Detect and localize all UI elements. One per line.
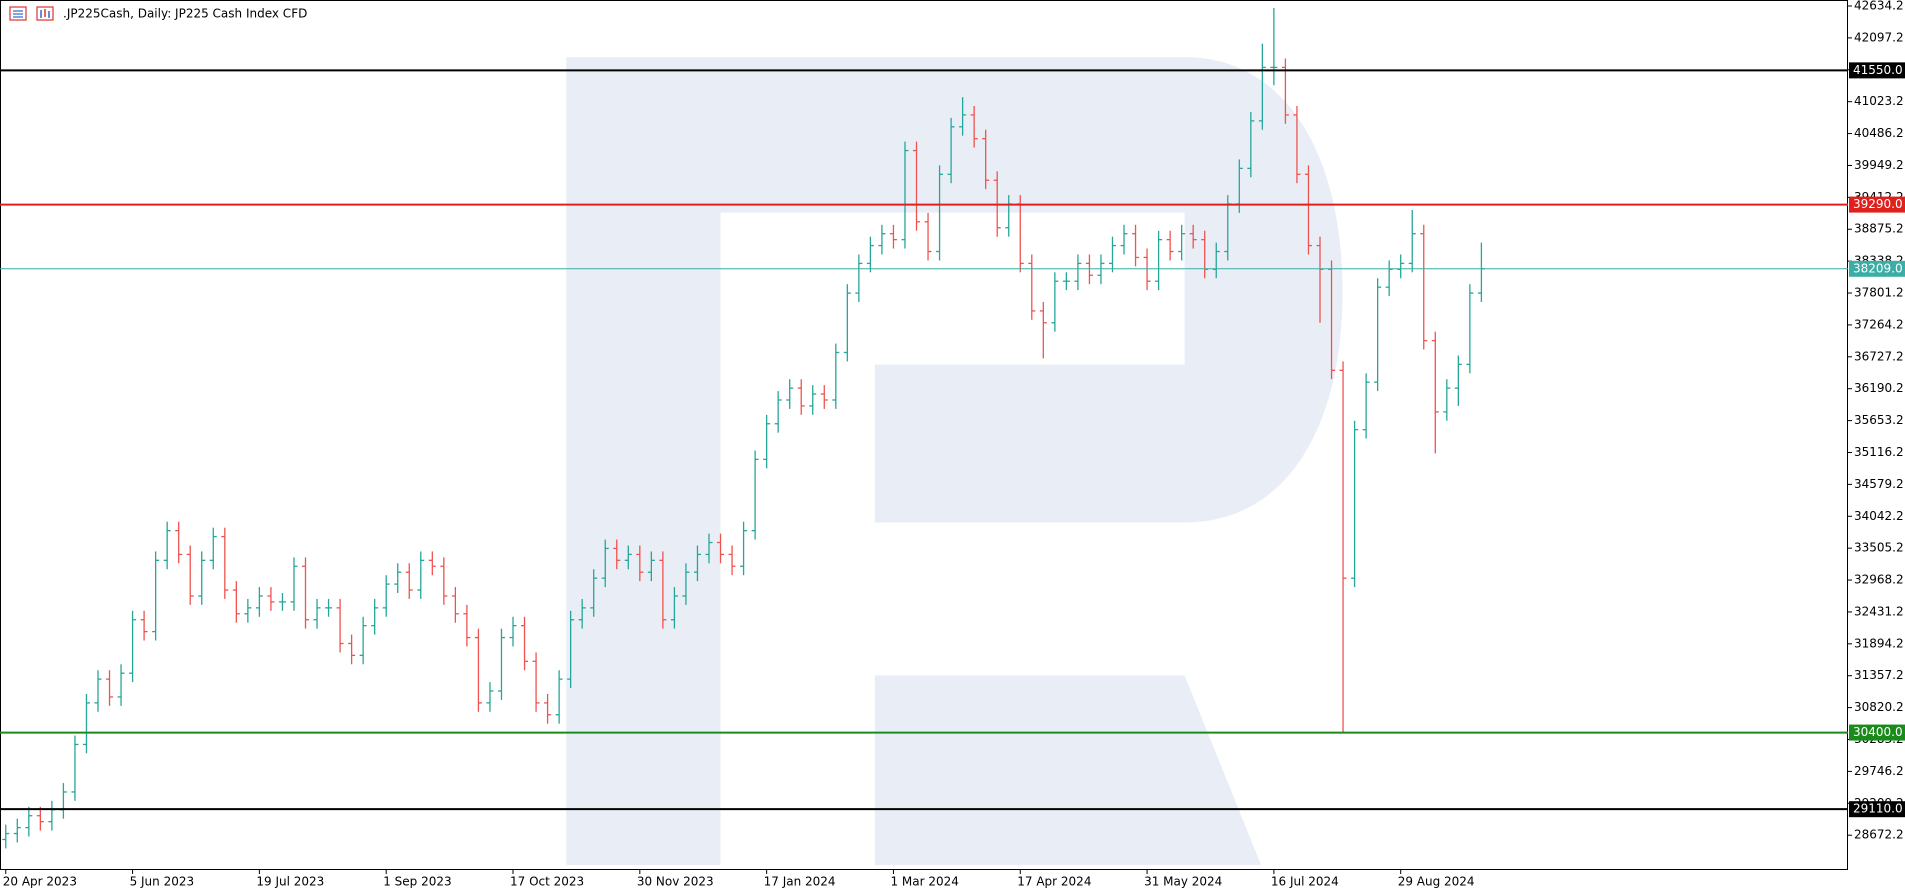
level-label-bg [1849, 196, 1905, 213]
title-icons [9, 6, 54, 21]
y-tick-label: 37801.2 [1854, 286, 1904, 300]
y-tick-label: 34579.2 [1854, 477, 1904, 491]
y-tick-label: 33505.2 [1854, 541, 1904, 555]
x-tick-label: 1 Sep 2023 [383, 875, 451, 889]
x-tick-label: 19 Jul 2023 [256, 875, 324, 889]
x-tick-label: 30 Nov 2023 [637, 875, 714, 889]
y-tick-label: 36727.2 [1854, 349, 1904, 363]
y-tick-label: 37264.2 [1854, 317, 1904, 331]
x-tick-label: 16 Jul 2024 [1271, 875, 1339, 889]
plot-frame [0, 0, 1848, 870]
level-label: 41550.0 [1853, 63, 1903, 77]
y-tick-label: 38875.2 [1854, 222, 1904, 236]
x-tick-label: 17 Jan 2024 [764, 875, 836, 889]
level-label-bg [1849, 260, 1905, 277]
y-tick-label: 32968.2 [1854, 573, 1904, 587]
y-tick-label: 35116.2 [1854, 445, 1904, 459]
x-tick-label: 5 Jun 2023 [130, 875, 195, 889]
y-tick-label: 32431.2 [1854, 604, 1904, 618]
y-tick-label: 31894.2 [1854, 636, 1904, 650]
level-label-bg [1849, 724, 1905, 741]
y-tick-label: 34042.2 [1854, 509, 1904, 523]
y-tick-label: 31357.2 [1854, 668, 1904, 682]
level-label-bg [1849, 62, 1905, 79]
y-tick-label: 42097.2 [1854, 30, 1904, 44]
y-tick-label: 29746.2 [1854, 764, 1904, 778]
x-tick-label: 1 Mar 2024 [890, 875, 958, 889]
x-tick-label: 17 Oct 2023 [510, 875, 584, 889]
y-tick-label: 42634.2 [1854, 0, 1904, 12]
watermark-logo [566, 57, 1343, 866]
y-tick-label: 40486.2 [1854, 126, 1904, 140]
x-tick-label: 17 Apr 2024 [1017, 875, 1091, 889]
y-tick-label: 28672.2 [1854, 828, 1904, 842]
y-tick-label: 35653.2 [1854, 413, 1904, 427]
y-tick-label: 39949.2 [1854, 158, 1904, 172]
y-tick-label: 30820.2 [1854, 700, 1904, 714]
y-tick-label: 36190.2 [1854, 381, 1904, 395]
level-label-bg [1849, 801, 1905, 818]
y-tick-label: 41023.2 [1854, 94, 1904, 108]
x-tick-label: 31 May 2024 [1144, 875, 1222, 889]
x-tick-label: 29 Aug 2024 [1398, 875, 1475, 889]
chart-title: .JP225Cash, Daily: JP225 Cash Index CFD [63, 7, 307, 21]
level-label: 38209.0 [1853, 261, 1903, 275]
level-label: 30400.0 [1853, 725, 1903, 739]
level-label: 29110.0 [1853, 802, 1903, 816]
x-tick-label: 20 Apr 2023 [3, 875, 77, 889]
level-label: 39290.0 [1853, 197, 1903, 211]
